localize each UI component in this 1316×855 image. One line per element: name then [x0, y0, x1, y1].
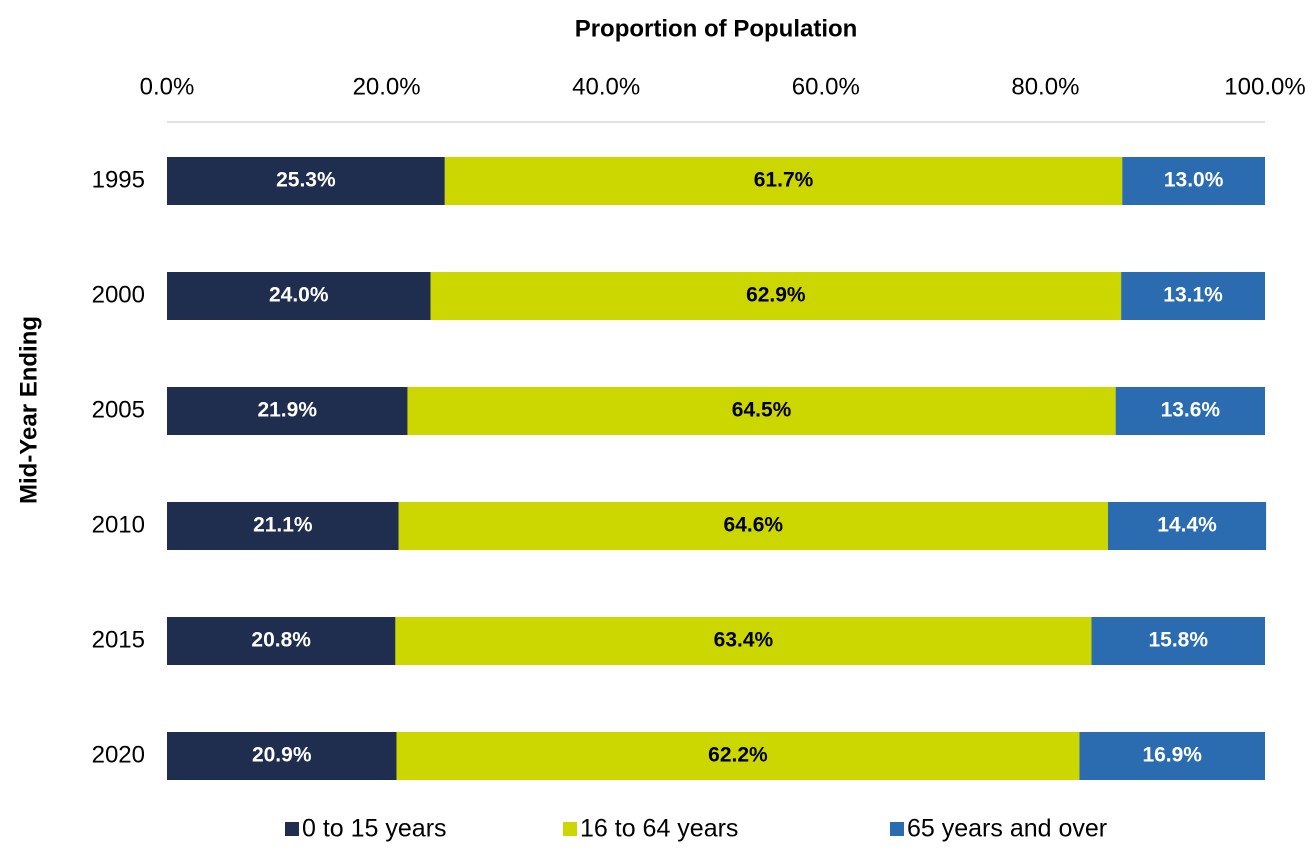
bar-segment	[167, 157, 445, 205]
bar-segment	[1115, 387, 1265, 435]
bar-segment	[1107, 502, 1267, 550]
y-tick-label: 2015	[92, 626, 145, 653]
value-label: 13.1%	[1163, 284, 1223, 307]
bar-segment	[167, 617, 396, 665]
y-tick-label: 2010	[92, 511, 145, 538]
bar-segment	[1091, 617, 1265, 665]
value-label: 16.9%	[1142, 744, 1202, 767]
value-label: 61.7%	[754, 169, 814, 192]
y-tick-label: 2020	[92, 741, 145, 768]
bar-segment	[444, 157, 1123, 205]
bar-segment	[430, 272, 1122, 320]
bar-segment	[1121, 272, 1265, 320]
y-tick-label: 2005	[92, 396, 145, 423]
value-label: 21.9%	[257, 399, 317, 422]
x-tick-label: 40.0%	[572, 73, 640, 100]
value-label: 13.0%	[1164, 169, 1224, 192]
legend-label: 65 years and over	[907, 815, 1107, 843]
bar-segment	[407, 387, 1116, 435]
value-label: 20.8%	[251, 629, 311, 652]
value-label: 15.8%	[1148, 629, 1208, 652]
bar-segment	[167, 732, 397, 780]
value-label: 62.2%	[708, 744, 768, 767]
bar-segment	[1122, 157, 1265, 205]
x-tick-label: 100.0%	[1224, 73, 1305, 100]
legend-label: 16 to 64 years	[580, 815, 738, 843]
y-tick-label: 1995	[92, 166, 145, 193]
bar-segment	[167, 502, 399, 550]
legend-label: 0 to 15 years	[302, 815, 447, 843]
value-label: 14.4%	[1157, 514, 1217, 537]
x-tick-label: 60.0%	[792, 73, 860, 100]
legend-swatch	[285, 822, 299, 836]
x-tick-label: 0.0%	[140, 73, 195, 100]
value-label: 24.0%	[269, 284, 329, 307]
bar-segment	[398, 502, 1108, 550]
legend-swatch	[890, 822, 904, 836]
value-label: 21.1%	[253, 514, 313, 537]
bar-segment	[167, 387, 408, 435]
x-axis-title: Proportion of Population	[575, 15, 858, 42]
x-tick-label: 80.0%	[1011, 73, 1079, 100]
bar-segment	[167, 272, 431, 320]
bar-segment	[396, 732, 1080, 780]
bar-segment	[395, 617, 1092, 665]
value-label: 20.9%	[252, 744, 312, 767]
value-label: 25.3%	[276, 169, 336, 192]
x-tick-label: 20.0%	[353, 73, 421, 100]
value-label: 64.6%	[724, 514, 784, 537]
y-axis-title: Mid-Year Ending	[15, 316, 42, 504]
y-tick-label: 2000	[92, 281, 145, 308]
value-label: 13.6%	[1161, 399, 1221, 422]
value-label: 64.5%	[732, 399, 792, 422]
legend-swatch	[563, 822, 577, 836]
value-label: 62.9%	[746, 284, 806, 307]
value-label: 63.4%	[714, 629, 774, 652]
bar-segment	[1079, 732, 1265, 780]
